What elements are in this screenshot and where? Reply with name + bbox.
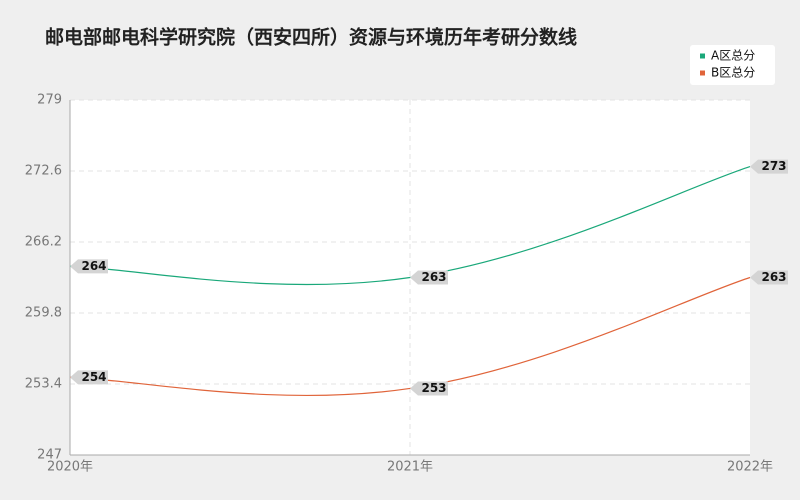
label-tag — [410, 270, 448, 285]
legend-label: B区总分 — [711, 66, 755, 80]
legend-box — [690, 45, 775, 85]
y-tick-label: 253.4 — [25, 377, 62, 392]
data-label: 263 — [761, 270, 786, 284]
data-label: 273 — [761, 159, 786, 173]
y-tick-label: 279 — [37, 93, 62, 108]
data-label: 254 — [81, 370, 106, 384]
legend-label: A区总分 — [711, 49, 755, 63]
chart-title: 邮电部邮电科学研究院（西安四所）资源与环境历年考研分数线 — [45, 26, 577, 49]
data-label: 263 — [421, 270, 446, 284]
label-tag — [70, 370, 108, 385]
data-label: 253 — [421, 381, 446, 395]
label-tag — [70, 259, 108, 274]
y-tick-label: 247 — [37, 448, 62, 463]
legend-swatch — [700, 53, 705, 59]
x-tick-label: 2022年 — [727, 460, 773, 475]
label-tag — [750, 270, 788, 285]
legend-swatch — [700, 70, 705, 76]
x-tick-label: 2021年 — [387, 460, 433, 475]
label-tag — [410, 381, 448, 396]
x-tick-label: 2020年 — [47, 460, 93, 475]
label-tag — [750, 159, 788, 174]
data-label: 264 — [81, 259, 106, 273]
y-tick-label: 272.6 — [25, 164, 62, 179]
y-tick-label: 266.2 — [25, 235, 62, 250]
y-tick-label: 259.8 — [25, 306, 62, 321]
